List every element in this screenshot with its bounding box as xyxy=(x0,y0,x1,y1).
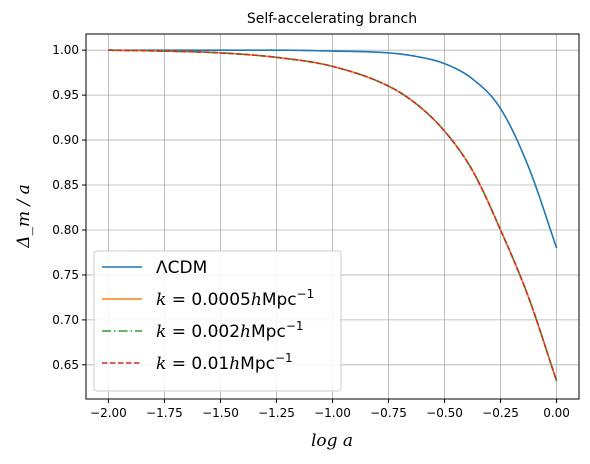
legend-label-3: k = 0.01hMpc−1 xyxy=(156,351,293,374)
legend-frame xyxy=(93,250,342,392)
legend-label-part: −1 xyxy=(297,287,315,301)
legend-label-1: k = 0.0005hMpc−1 xyxy=(156,287,314,310)
x-tick-label: −1.75 xyxy=(146,406,183,420)
legend-label-part: = 0.002 xyxy=(166,322,240,342)
x-tick-label: −1.00 xyxy=(314,406,351,420)
axis-ticks: −2.00 −1.75 −1.50 −1.25 −1.00 −0.75 −0.50 −0.25… xyxy=(52,43,570,420)
x-tick-label: −0.75 xyxy=(370,406,407,420)
legend-label-part: Mpc xyxy=(251,322,286,342)
y-tick-label: 0.65 xyxy=(52,358,79,372)
y-tick-label: 0.95 xyxy=(52,88,79,102)
legend-label-part: Mpc xyxy=(262,290,297,310)
x-axis-label: log a xyxy=(311,431,353,451)
legend-label-part: h xyxy=(240,322,251,342)
legend-label-part: h xyxy=(229,354,240,374)
legend-label-part: ΛCDM xyxy=(156,258,207,278)
x-tick-label: −1.25 xyxy=(258,406,295,420)
y-axis-label-text: Δ_m / a xyxy=(14,184,34,249)
legend-label-part: k xyxy=(156,322,166,342)
legend-label-part: −1 xyxy=(286,319,304,333)
x-tick-label: 0.00 xyxy=(543,406,570,420)
x-tick-label: −1.50 xyxy=(202,406,239,420)
legend-label-part: k xyxy=(156,354,166,374)
y-axis-label: Δ_m / a xyxy=(14,184,34,249)
legend-label-0: ΛCDM xyxy=(156,258,207,278)
x-axis-label-text: log a xyxy=(311,431,353,451)
chart-title: Self-accelerating branch xyxy=(247,11,417,27)
y-tick-label: 0.80 xyxy=(52,223,79,237)
series-line-3 xyxy=(108,49,558,382)
y-tick-label: 0.75 xyxy=(52,268,79,282)
legend-label-part: = 0.01 xyxy=(166,354,229,374)
legend-label-part: = 0.0005 xyxy=(166,290,251,310)
y-tick-label: 0.85 xyxy=(52,178,79,192)
y-tick-label: 0.70 xyxy=(52,313,79,327)
series-line-0 xyxy=(108,49,558,249)
x-tick-label: −0.25 xyxy=(482,406,519,420)
x-tick-label: −2.00 xyxy=(90,406,127,420)
series-layer xyxy=(108,49,558,382)
y-tick-label: 0.90 xyxy=(52,133,79,147)
legend-label-part: k xyxy=(156,290,166,310)
legend-label-2: k = 0.002hMpc−1 xyxy=(156,319,304,342)
legend-label-part: −1 xyxy=(275,351,293,365)
legend-label-part: Mpc xyxy=(240,354,275,374)
legend-label-part: h xyxy=(251,290,262,310)
x-tick-label: −0.50 xyxy=(426,406,463,420)
y-tick-label: 1.00 xyxy=(52,43,79,57)
